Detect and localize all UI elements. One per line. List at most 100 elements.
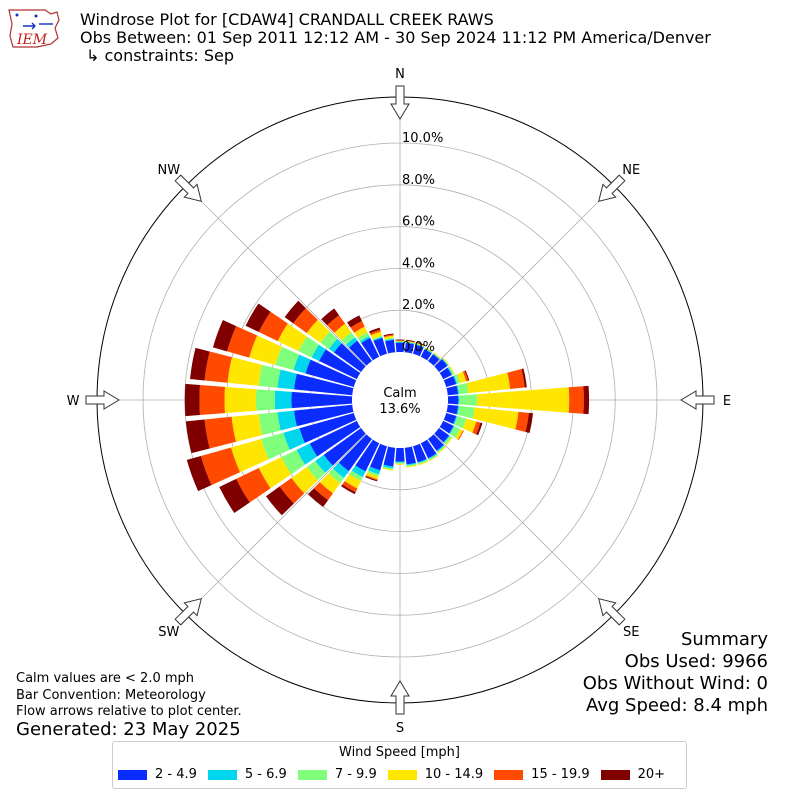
windrose-bar-segment (313, 482, 333, 501)
legend-label: 7 - 9.9 (334, 767, 377, 782)
windrose-bar-segment (448, 366, 454, 375)
windrose-bar-segment (457, 405, 475, 419)
windrose-bar-segment (384, 337, 394, 341)
radial-tick-label: 2.0% (402, 298, 435, 313)
logo-text: IEM (16, 32, 48, 48)
legend-swatch (600, 769, 630, 780)
windrose-bar-segment (315, 454, 333, 473)
constraints-text: ↳ constraints: Sep (86, 46, 235, 65)
summary-title: Summary (681, 629, 768, 650)
windrose-bar-segment (432, 353, 441, 360)
windrose-bar-segment (370, 331, 382, 340)
windrose-bar-segment (338, 434, 372, 472)
windrose-bar-segment (395, 447, 405, 462)
windrose-bar-segment (450, 426, 461, 438)
windrose-bar-segment (462, 418, 477, 433)
windrose-bar-segment (365, 475, 378, 481)
calm-note: Calm values are < 2.0 mph (16, 671, 195, 686)
summary-panel: Summary Obs Used: 9966 Obs Without Wind:… (583, 629, 768, 717)
legend-title: Wind Speed [mph] (339, 745, 460, 760)
windrose-bar-segment (459, 394, 478, 406)
windrose-bar-segment (412, 443, 427, 463)
compass-label: W (67, 394, 80, 409)
direction-arrow-shape (680, 390, 715, 410)
windrose-bar-segment (204, 351, 232, 383)
windrose-bar-segment (415, 342, 425, 347)
windrose-bar-segment (384, 335, 394, 340)
windrose-bar-segment (464, 370, 470, 381)
windrose-bar-segment (441, 358, 449, 366)
windrose-bar-segment (277, 323, 307, 352)
windrose-bar-segment (281, 449, 306, 475)
windrose-bar-segment (424, 348, 433, 354)
axis-labels: 0.0% 2.0% 4.0% 6.0% 8.0% 10.0% N NE E SE S SW W NW (67, 67, 732, 736)
direction-arrow-icon (390, 680, 410, 715)
windrose-bar-segment (457, 382, 469, 395)
windrose-bar-segment (428, 454, 438, 461)
windrose-bar-segment (453, 415, 458, 425)
windrose-bar-segment (372, 335, 383, 341)
windrose-bar-segment (298, 336, 319, 358)
windrose-bar-segment (265, 486, 294, 516)
legend-swatch (297, 769, 327, 780)
windrose-bar-segment (395, 340, 405, 342)
windrose-bar-segment (568, 386, 584, 414)
windrose-bar-segment (349, 470, 363, 481)
windrose-bar-segment (384, 338, 394, 342)
windrose-bar-segment (433, 352, 441, 359)
windrose-bar-segment (185, 419, 210, 454)
direction-arrows (85, 85, 715, 715)
grid-spoke (433, 433, 615, 615)
windrose-bar-segment (305, 359, 357, 388)
windrose-bar-segment (383, 334, 394, 338)
bar-convention-note: Bar Convention: Meteorology (16, 688, 206, 703)
windrose-bar-segment (274, 390, 292, 410)
windrose-bar-segment (428, 434, 444, 451)
windrose-bar-segment (373, 337, 388, 357)
windrose-bar-segment (437, 445, 446, 453)
windrose-bar-segment (395, 339, 405, 341)
legend-swatch (118, 769, 147, 780)
windrose-bar-segment (428, 455, 439, 462)
windrose-bar-segment (446, 404, 459, 415)
legend-label: 10 - 14.9 (424, 767, 484, 782)
windrose-bar-segment (443, 375, 457, 388)
windrose-bar-segment (258, 364, 281, 388)
windrose-bar-segment (277, 369, 297, 390)
windrose-bar-segment (476, 422, 483, 436)
windrose-bar-segment (328, 338, 342, 353)
windrose-bar-segment (424, 347, 433, 353)
windrose-bar-segment (186, 455, 212, 492)
windrose-bar-segment (354, 326, 368, 338)
windrose-bar-segment (348, 340, 372, 366)
windrose-bar-segment (283, 428, 305, 450)
windrose-bar-segment (477, 387, 570, 413)
windrose-bar-segment (406, 464, 417, 468)
legend-item: 5 - 6.9 (207, 767, 287, 782)
windrose-bar-segment (437, 446, 446, 454)
windrose-bar-segment (443, 435, 451, 444)
legend-label: 2 - 4.9 (155, 767, 197, 782)
obs-period: Obs Between: 01 Sep 2011 12:12 AM - 30 S… (80, 28, 711, 47)
windrose-bar-segment (439, 420, 454, 434)
windrose-bar-segment (439, 367, 452, 380)
legend-item: 15 - 19.9 (494, 767, 590, 782)
windrose-bar-segment (395, 341, 405, 343)
windrose-bar-segment (293, 354, 311, 374)
legend-item: 20+ (600, 767, 665, 782)
windrose-bar-segment (404, 446, 416, 465)
windrose-bar-segment (454, 374, 461, 384)
windrose-bar-segment (359, 336, 371, 344)
windrose-bar-segment (507, 369, 525, 390)
windrose-bar-segment (382, 467, 394, 471)
windrose-bar-segment (456, 405, 460, 415)
windrose-bar-segment (383, 333, 394, 337)
windrose-bar-segment (355, 439, 380, 472)
windrose-bar-segment (442, 357, 450, 366)
compass-label: NE (622, 163, 640, 178)
windrose-bar-segment (227, 357, 263, 386)
windrose-bar-segment (515, 411, 529, 432)
windrose-bar-segment (245, 303, 271, 333)
windrose-bar-segment (296, 443, 318, 465)
windrose-bar-segment (434, 428, 450, 443)
